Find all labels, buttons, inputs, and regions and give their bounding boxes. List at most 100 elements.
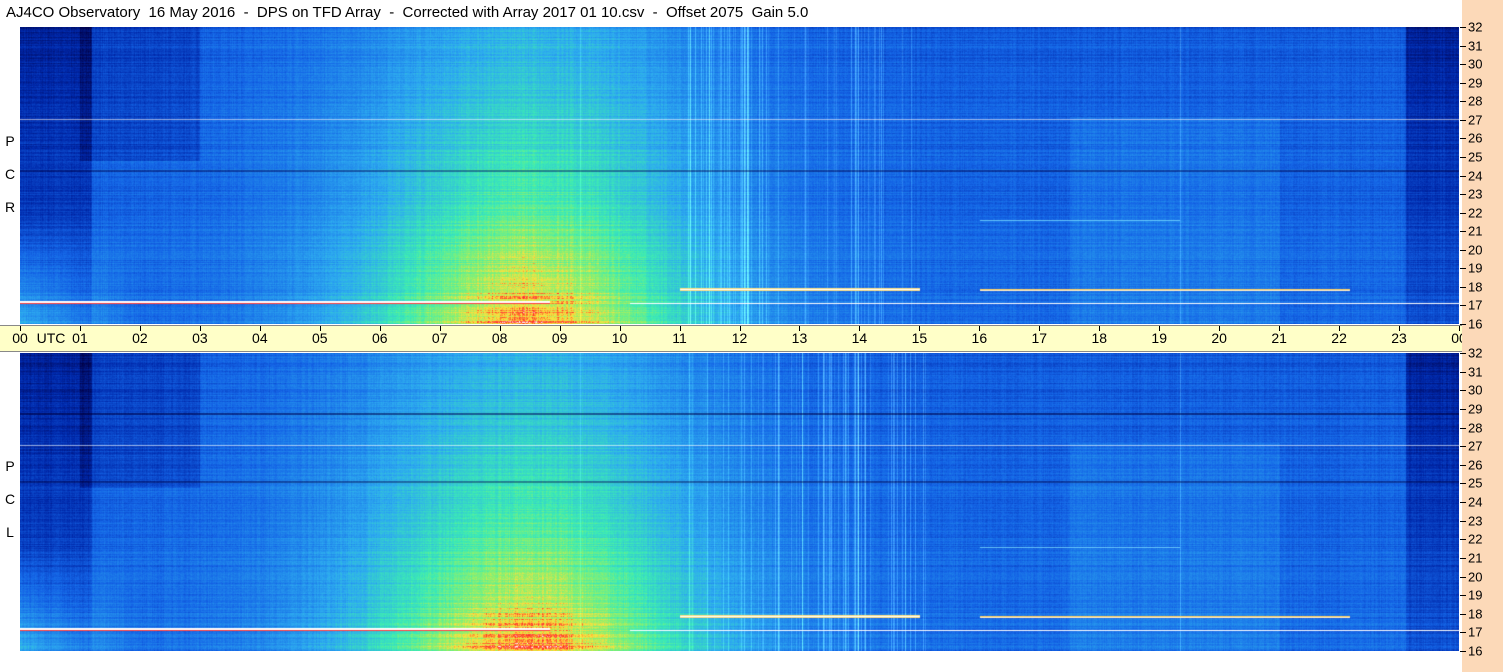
x-tick-mark (679, 326, 681, 331)
x-tick-mark (619, 326, 621, 331)
y-tick-mark (1460, 156, 1466, 158)
x-tick-mark (1159, 326, 1161, 331)
x-tick-mark (919, 326, 921, 331)
y-tick-mark (1460, 353, 1466, 354)
y-tick-mark (1460, 175, 1466, 177)
lcp-heatmap-canvas (20, 353, 1459, 651)
lcp-y-tick-label: 27 (1468, 438, 1483, 454)
x-tick-mark (139, 326, 141, 331)
x-tick-label: 09 (551, 330, 568, 346)
lcp-y-tick-label: 26 (1468, 457, 1483, 473)
y-tick-mark (1460, 390, 1466, 392)
x-tick-label: 02 (132, 330, 148, 346)
y-tick-mark (1460, 651, 1466, 652)
x-tick-mark (499, 326, 501, 331)
x-axis-time-strip: 00 01 02 03 04 05 06 07 08 09 10 11 12 13 14 15 16 17 18 19… (0, 325, 1496, 352)
rcp-y-tick-label: 22 (1468, 205, 1483, 221)
chart-title: AJ4CO Observatory 16 May 2016 - DPS on T… (0, 0, 1462, 26)
x-tick-label: 23 (1391, 330, 1407, 346)
y-tick-mark (1460, 464, 1466, 466)
y-tick-mark (1460, 268, 1466, 270)
x-tick-mark (259, 326, 261, 331)
x-tick-label: 00 (12, 330, 28, 346)
rcp-y-tick-label: 29 (1468, 75, 1483, 91)
y-tick-mark (1460, 231, 1466, 233)
rcp-y-tick-label: 19 (1468, 260, 1483, 276)
x-tick-label: 20 (1211, 330, 1227, 346)
y-tick-mark (1460, 138, 1466, 140)
rcp-y-tick-label: 20 (1468, 242, 1483, 258)
lcp-y-tick-label: 31 (1468, 364, 1483, 380)
y-tick-mark (1460, 595, 1466, 597)
y-tick-mark (1460, 194, 1466, 196)
y-tick-mark (1460, 286, 1466, 288)
rcp-y-tick-label: 30 (1468, 56, 1483, 72)
x-tick-mark (79, 326, 81, 331)
x-tick-label: 13 (791, 330, 808, 346)
y-tick-mark (1460, 305, 1466, 307)
x-tick-label: 21 (1271, 330, 1287, 346)
x-tick-mark (1039, 326, 1041, 331)
rcp-y-tick-label: 24 (1468, 168, 1483, 183)
lcp-label-letter: P (5, 458, 15, 474)
x-tick-mark (1219, 326, 1221, 331)
lcp-y-tick-label: 24 (1468, 494, 1483, 510)
lcp-y-tick-label: 23 (1468, 513, 1483, 529)
lcp-y-tick-label: 18 (1468, 606, 1483, 622)
lcp-y-tick-label: 22 (1468, 531, 1483, 547)
y-tick-mark (1460, 212, 1466, 214)
lcp-y-tick-label: 32 (1468, 345, 1483, 361)
x-tick-label: 10 (611, 330, 628, 346)
rcp-spectrogram (20, 27, 1459, 324)
y-tick-mark (1460, 27, 1466, 28)
rcp-y-tick-label: 16 (1468, 316, 1483, 332)
x-tick-mark (979, 326, 981, 331)
rcp-y-tick-label: 25 (1468, 149, 1483, 165)
y-tick-mark (1460, 324, 1466, 325)
rcp-y-tick-label: 23 (1468, 186, 1483, 202)
rcp-label-letter: R (4, 199, 16, 215)
lcp-y-tick-label: 19 (1468, 587, 1483, 603)
x-tick-mark (799, 326, 801, 331)
y-tick-mark (1460, 613, 1466, 615)
x-tick-label: 04 (252, 330, 268, 346)
x-tick-label: 18 (1091, 330, 1108, 346)
rcp-label-letter: C (4, 166, 16, 182)
y-tick-mark (1460, 483, 1466, 485)
y-tick-mark (1460, 249, 1466, 251)
x-tick-label: 16 (971, 330, 988, 346)
x-tick-mark (20, 326, 21, 331)
rcp-label-letter: P (5, 133, 15, 149)
x-tick-label: 12 (731, 330, 748, 346)
rcp-y-tick-label: 32 (1468, 19, 1483, 35)
rcp-y-tick-label: 21 (1468, 223, 1483, 239)
y-tick-mark (1460, 446, 1466, 448)
y-tick-mark (1460, 539, 1466, 541)
lcp-y-tick-label: 17 (1468, 624, 1483, 640)
rcp-y-tick-label: 17 (1468, 297, 1483, 313)
lcp-side-label: P C L (3, 450, 17, 549)
x-tick-label: 19 (1151, 330, 1167, 346)
lcp-y-tick-label: 28 (1468, 420, 1483, 435)
bottom-margin (0, 652, 1462, 672)
x-axis-unit-label: UTC (36, 330, 66, 346)
rcp-y-tick-label: 28 (1468, 93, 1483, 109)
rcp-y-tick-label: 18 (1468, 279, 1483, 295)
x-tick-mark (1459, 326, 1460, 331)
lcp-y-tick-label: 30 (1468, 382, 1483, 398)
x-tick-label: 14 (851, 330, 868, 346)
x-tick-label: 17 (1031, 330, 1048, 346)
x-tick-label: 01 (72, 330, 88, 346)
y-tick-mark (1460, 520, 1466, 522)
y-tick-mark (1460, 557, 1466, 559)
rcp-heatmap-canvas (20, 27, 1459, 324)
x-tick-label: 08 (491, 330, 508, 346)
lcp-y-tick-label: 29 (1468, 401, 1483, 417)
x-tick-label: 15 (911, 330, 928, 346)
x-tick-label: 06 (371, 330, 388, 346)
y-tick-mark (1460, 427, 1466, 429)
y-tick-mark (1460, 632, 1466, 634)
x-tick-label: 22 (1331, 330, 1347, 346)
x-tick-mark (739, 326, 741, 331)
x-tick-label: 07 (431, 330, 448, 346)
